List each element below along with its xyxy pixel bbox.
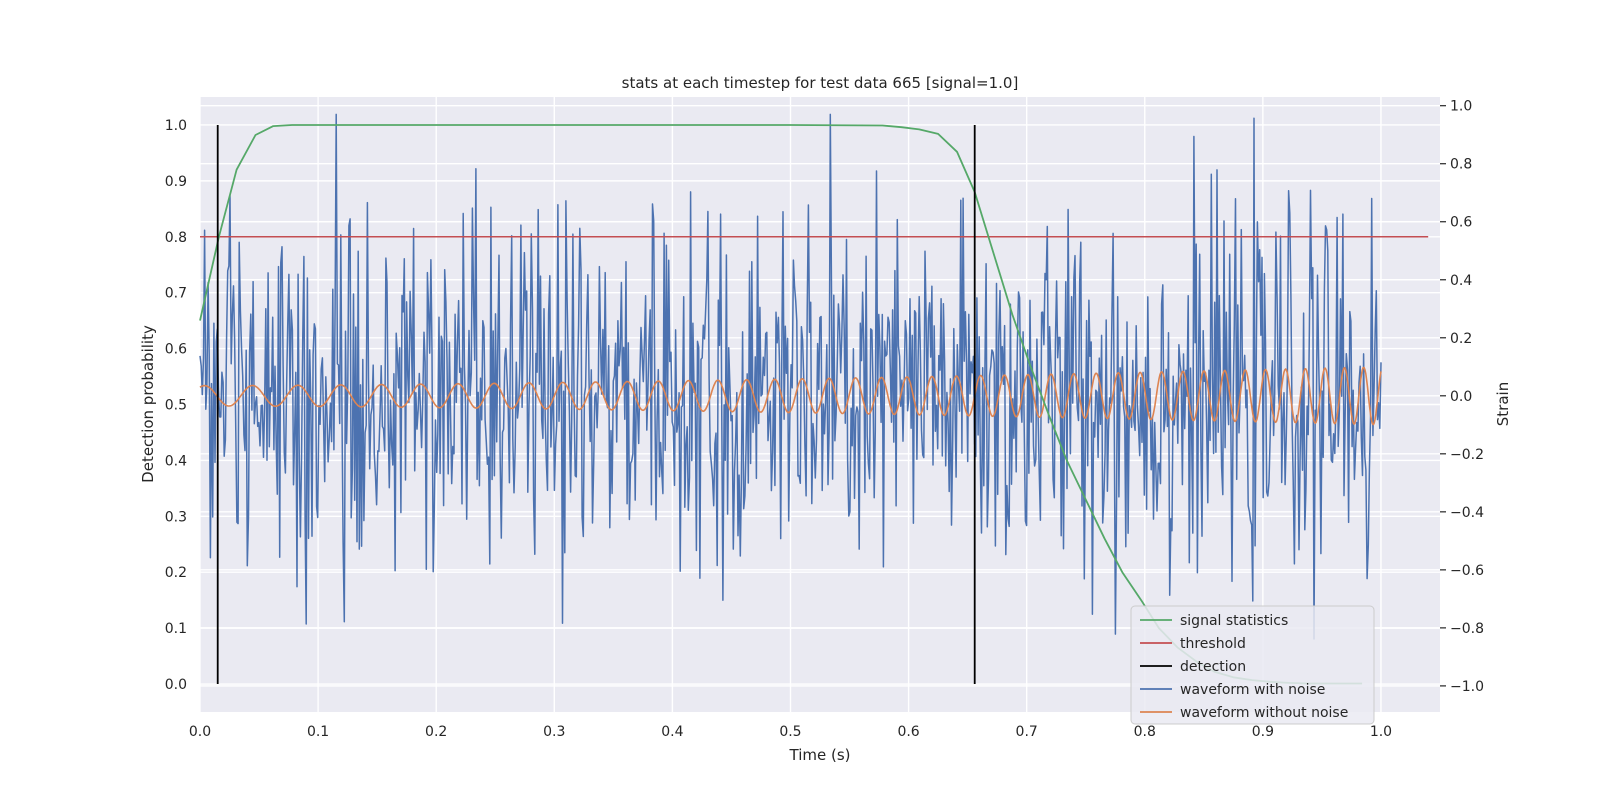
y-tick-label: 0.4 [165, 453, 187, 469]
y-tick-label: 0.7 [165, 286, 187, 302]
series-line-waveform-with-noise [199, 113, 1382, 640]
y2-axis-label: Strain [1494, 382, 1512, 426]
legend: signal statistics threshold detection wavef… [1130, 605, 1375, 725]
y-axis-label: Detection probability [139, 325, 157, 483]
y2-tick-label: −0.6 [1450, 563, 1484, 579]
legend-label: waveform with noise [1180, 682, 1325, 698]
x-tick-label: 0.7 [1016, 724, 1038, 740]
x-tick-label: 0.0 [189, 724, 211, 740]
y2-tick-label: 0.2 [1450, 331, 1472, 347]
x-tick-label: 0.9 [1252, 724, 1274, 740]
series-line-waveform-without-noise [199, 366, 1382, 426]
x-tick-label: 0.4 [661, 724, 683, 740]
y-tick-label: 0.5 [165, 398, 187, 414]
y2-tick-label: −0.4 [1450, 505, 1484, 521]
y-tick-label: 0.3 [165, 509, 187, 525]
legend-label: waveform without noise [1180, 705, 1348, 721]
y-tick-label: 0.1 [165, 621, 187, 637]
y2-tick-label: −0.2 [1450, 447, 1484, 463]
y-tick-label: 0.2 [165, 565, 187, 581]
legend-box [1130, 605, 1375, 725]
y2-tick-label: 0.0 [1450, 389, 1472, 405]
y-tick-label: 0.9 [165, 174, 187, 190]
x-tick-label: 0.1 [307, 724, 329, 740]
y2-tick-label: 0.8 [1450, 157, 1472, 173]
y-tick-label: 0.0 [165, 677, 187, 693]
y-tick-label: 0.8 [165, 230, 187, 246]
y2-tick-label: 0.6 [1450, 215, 1472, 231]
legend-label: signal statistics [1180, 613, 1288, 629]
y-tick-label: 1.0 [165, 118, 187, 134]
y-tick-label: 0.6 [165, 342, 187, 358]
x-tick-label: 0.2 [425, 724, 447, 740]
legend-label: detection [1180, 659, 1246, 675]
x-tick-label: 0.5 [779, 724, 801, 740]
x-tick-label: 0.3 [543, 724, 565, 740]
x-tick-label: 1.0 [1370, 724, 1392, 740]
y2-tick-label: 0.4 [1450, 273, 1472, 289]
chart-title: stats at each timestep for test data 665… [622, 74, 1019, 92]
y2-tick-label: −0.8 [1450, 621, 1484, 637]
x-tick-label: 0.6 [897, 724, 919, 740]
ticks-layer: 0.0 0.1 0.2 0.3 0.4 0.5 0.6 0.7 0.8 0.9 1.0 0.0 0.1 0… [165, 99, 1484, 740]
legend-label: threshold [1180, 636, 1246, 652]
x-axis-label: Time (s) [789, 746, 851, 764]
y2-tick-label: −1.0 [1450, 679, 1484, 695]
x-tick-label: 0.8 [1134, 724, 1156, 740]
y2-tick-label: 1.0 [1450, 99, 1472, 115]
